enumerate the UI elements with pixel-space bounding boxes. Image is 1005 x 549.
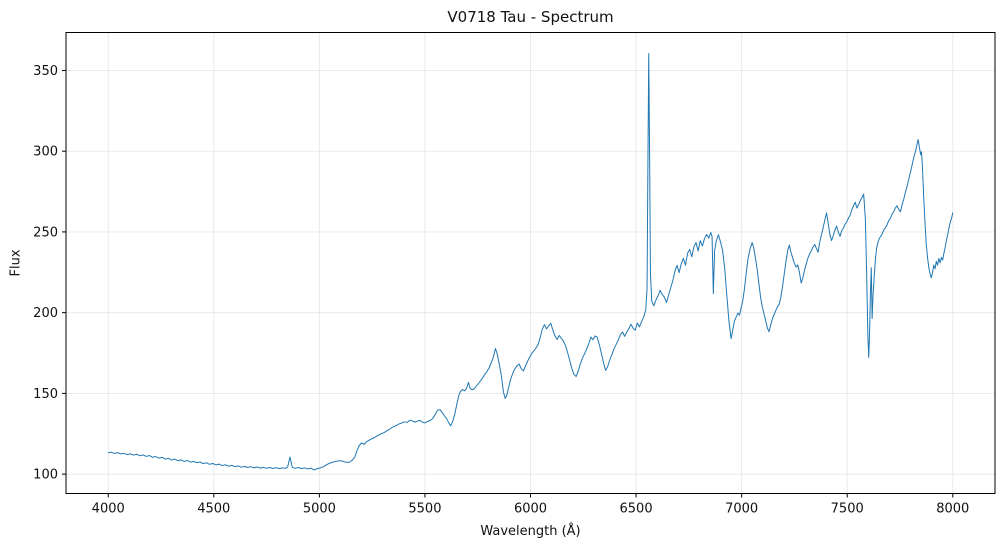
x-tick-label: 7500 bbox=[831, 502, 864, 517]
x-tick-label: 4000 bbox=[92, 502, 125, 517]
spectrum-line bbox=[107, 52, 954, 471]
x-tick-label: 7000 bbox=[725, 502, 758, 517]
x-tick-label: 4500 bbox=[197, 502, 230, 517]
x-tick-label: 5500 bbox=[408, 502, 441, 517]
x-axis-label: Wavelength (Å) bbox=[480, 524, 581, 539]
y-tick-label: 250 bbox=[33, 225, 58, 240]
y-tick-label: 200 bbox=[33, 306, 58, 321]
x-tick-label: 6000 bbox=[514, 502, 547, 517]
y-axis-label: Flux bbox=[8, 249, 24, 277]
y-tick-label: 350 bbox=[33, 64, 58, 79]
chart-title: V0718 Tau - Spectrum bbox=[447, 8, 614, 26]
y-tick-label: 100 bbox=[33, 468, 58, 483]
y-tick-label: 150 bbox=[33, 387, 58, 402]
x-tick-label: 5000 bbox=[303, 502, 336, 517]
x-tick-label: 6500 bbox=[620, 502, 653, 517]
x-tick-label: 8000 bbox=[936, 502, 969, 517]
y-tick-label: 300 bbox=[33, 145, 58, 160]
